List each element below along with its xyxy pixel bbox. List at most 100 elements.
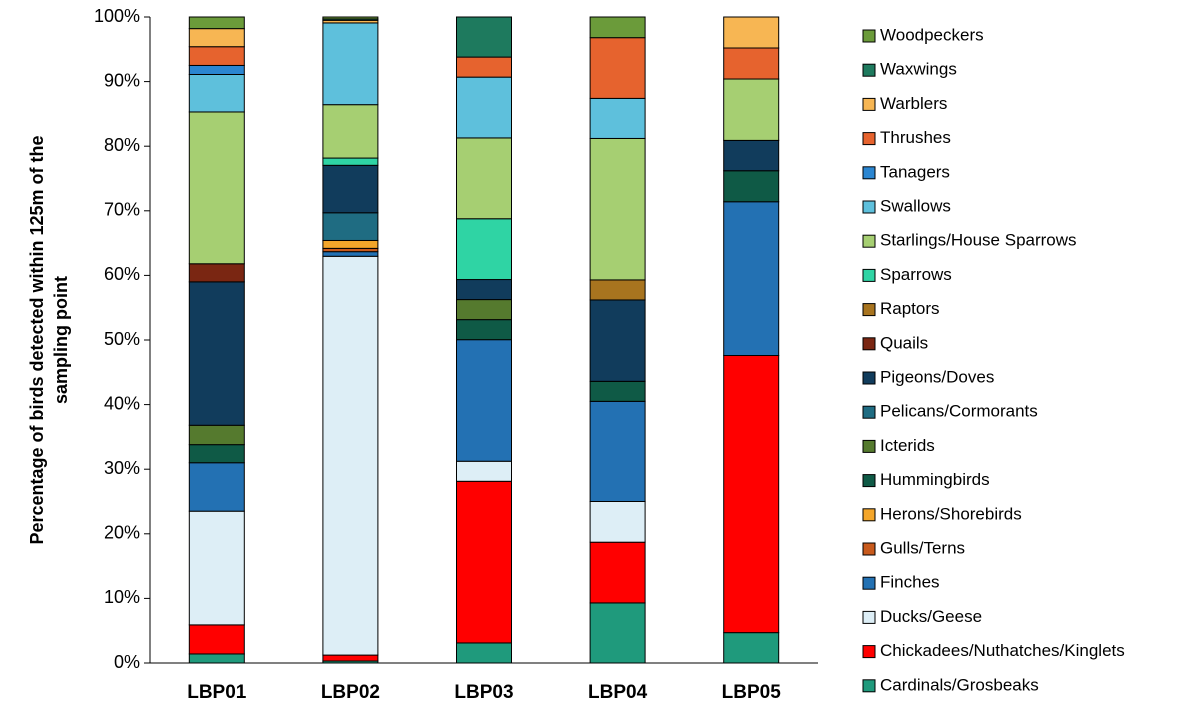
legend-label: Sparrows xyxy=(880,265,952,284)
bar-segment-lbp03-ducks-geese xyxy=(456,460,512,482)
bar-segment-lbp04-pigeons-doves xyxy=(589,299,646,382)
x-axis-labels: LBP01 LBP02 LBP03 LBP04 LBP05 xyxy=(187,682,781,703)
legend-label: Quails xyxy=(880,333,928,352)
bar-segment-lbp04-chickadees-nuthatches-kinglets xyxy=(589,541,646,604)
legend-label: Herons/Shorebirds xyxy=(880,504,1022,523)
legend-label: Pelicans/Cormorants xyxy=(880,402,1038,421)
bar-segment-lbp01-cardinals-grosbeaks xyxy=(188,653,245,664)
x-tick-label-lbp01: LBP01 xyxy=(187,682,247,703)
legend-item-herons-shorebirds: Herons/Shorebirds xyxy=(862,504,1022,523)
bar-segment-lbp01-swallows xyxy=(188,73,245,113)
bar-segment-lbp02-woodpeckers xyxy=(322,16,379,20)
legend-label: Pigeons/Doves xyxy=(880,367,994,386)
bar-segment-lbp03-pigeons-doves xyxy=(456,279,512,301)
legend-swatch xyxy=(862,132,876,146)
bar-segment-lbp01-woodpeckers xyxy=(188,16,245,30)
legend-swatch xyxy=(862,371,876,385)
y-axis-title: Percentage of birds detected within 125m… xyxy=(27,135,71,544)
bar-segment-lbp04-starlings-house-sparrows xyxy=(589,137,646,281)
bar-segment-lbp01-warblers xyxy=(188,28,245,48)
legend-item-chickadees-nuthatches-kinglets: Chickadees/Nuthatches/Kinglets xyxy=(862,641,1125,660)
bar-segment-lbp03-sparrows xyxy=(456,218,512,281)
bar-segment-lbp04-woodpeckers xyxy=(589,16,646,39)
bar-segment-lbp02-starlings-house-sparrows xyxy=(322,104,379,159)
legend-label: Waxwings xyxy=(880,60,957,79)
bar-segment-lbp03-waxwings xyxy=(456,16,512,58)
y-tick-label: 30% xyxy=(104,458,140,478)
legend-item-icterids: Icterids xyxy=(862,436,935,455)
bar-segment-lbp03-hummingbirds xyxy=(456,319,512,341)
legend-label: Cardinals/Grosbeaks xyxy=(880,675,1039,694)
bar-segment-lbp03-swallows xyxy=(456,76,512,139)
legend-label: Finches xyxy=(880,573,940,592)
bar-segment-lbp02-pigeons-doves xyxy=(322,164,379,214)
legend-item-starlings-house-sparrows: Starlings/House Sparrows xyxy=(862,231,1077,250)
y-tick-label: 20% xyxy=(104,523,140,543)
bar-segment-lbp02-ducks-geese xyxy=(322,255,379,656)
bar-segment-lbp04-hummingbirds xyxy=(589,380,646,402)
legend-label: Swallows xyxy=(880,196,951,215)
legend-label: Hummingbirds xyxy=(880,470,990,489)
legend-label: Starlings/House Sparrows xyxy=(880,231,1077,250)
legend-label: Icterids xyxy=(880,436,935,455)
bar-segment-lbp04-cardinals-grosbeaks xyxy=(589,602,646,664)
bar-segment-lbp01-thrushes xyxy=(188,46,245,66)
legend-swatch xyxy=(862,337,876,351)
bar-segment-lbp02-pelicans-cormorants xyxy=(322,212,379,241)
y-axis-title-line-1: Percentage of birds detected within 125m… xyxy=(27,135,47,544)
y-tick-label: 70% xyxy=(104,200,140,220)
y-tick-label: 90% xyxy=(104,70,140,90)
bar-segment-lbp03-thrushes xyxy=(456,56,512,78)
bar-segment-lbp05-thrushes xyxy=(723,47,780,80)
bar-segment-lbp01-chickadees-nuthatches-kinglets xyxy=(188,624,245,655)
legend: Woodpeckers Waxwings Warblers Thrushes Tanag… xyxy=(862,25,1125,694)
legend-label: Raptors xyxy=(880,299,940,318)
x-tick-label-lbp05: LBP05 xyxy=(722,682,782,703)
legend-swatch xyxy=(862,166,876,180)
bar-segment-lbp01-finches xyxy=(188,462,245,512)
bar-segment-lbp03-finches xyxy=(456,339,512,462)
legend-label: Chickadees/Nuthatches/Kinglets xyxy=(880,641,1125,660)
x-tick-label-lbp02: LBP02 xyxy=(321,682,380,703)
x-tick-label-lbp03: LBP03 xyxy=(454,682,513,703)
bar-segment-lbp01-hummingbirds xyxy=(188,444,245,464)
legend-item-cardinals-grosbeaks: Cardinals/Grosbeaks xyxy=(862,675,1039,694)
legend-swatch xyxy=(862,97,876,111)
bar-segment-lbp01-tanagers xyxy=(188,64,245,75)
bar-stack-lbp03 xyxy=(456,16,512,664)
bar-segment-lbp02-finches xyxy=(322,251,379,257)
bar-segment-lbp02-herons-shorebirds xyxy=(322,239,379,249)
bar-segment-lbp04-raptors xyxy=(589,279,646,301)
legend-item-raptors: Raptors xyxy=(862,299,940,318)
bar-segment-lbp01-icterids xyxy=(188,424,245,446)
legend-item-pelicans-cormorants: Pelicans/Cormorants xyxy=(862,402,1038,421)
legend-swatch xyxy=(862,268,876,282)
legend-label: Woodpeckers xyxy=(880,25,984,44)
legend-label: Warblers xyxy=(880,94,947,113)
legend-swatch xyxy=(862,474,876,488)
legend-item-ducks-geese: Ducks/Geese xyxy=(862,607,982,626)
legend-swatch xyxy=(862,542,876,556)
legend-label: Tanagers xyxy=(880,162,950,181)
bar-segment-lbp02-swallows xyxy=(322,22,379,106)
legend-label: Thrushes xyxy=(880,128,951,147)
bar-segment-lbp01-ducks-geese xyxy=(188,510,245,626)
legend-item-woodpeckers: Woodpeckers xyxy=(862,25,984,44)
legend-item-waxwings: Waxwings xyxy=(862,60,957,79)
legend-swatch xyxy=(862,679,876,693)
legend-swatch xyxy=(862,234,876,248)
legend-item-quails: Quails xyxy=(862,333,928,352)
y-axis-ticks: 0% 10% 20% 30% 40% 50% 60% 70% 80% 90% 100% xyxy=(94,6,150,672)
bar-segment-lbp04-swallows xyxy=(589,97,646,139)
legend-swatch xyxy=(862,645,876,659)
legend-label: Ducks/Geese xyxy=(880,607,982,626)
bar-stack-lbp04 xyxy=(589,16,646,664)
legend-swatch xyxy=(862,405,876,419)
bar-segment-lbp01-starlings-house-sparrows xyxy=(188,111,245,265)
bar-segment-lbp04-thrushes xyxy=(589,37,646,99)
y-tick-label: 100% xyxy=(94,6,140,26)
bar-segment-lbp05-cardinals-grosbeaks xyxy=(723,632,780,664)
legend-swatch xyxy=(862,303,876,317)
